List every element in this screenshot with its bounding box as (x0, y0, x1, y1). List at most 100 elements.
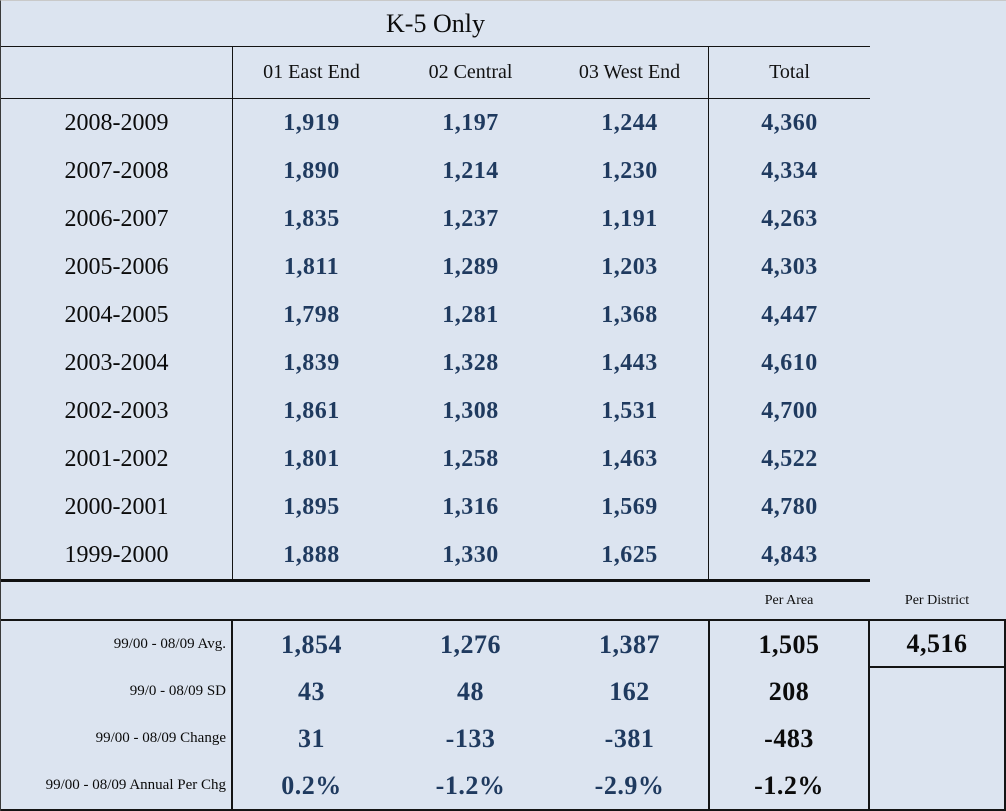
summary-cell-per-district: 4,516 (870, 621, 1004, 668)
summary-row-label: 99/00 - 08/09 Avg. (1, 621, 233, 668)
summary-row: 99/00 - 08/09 Avg. 1,854 1,276 1,387 1,5… (1, 621, 1004, 668)
summary-cell-per-district (870, 715, 1004, 762)
year-label: 2002-2003 (1, 387, 233, 435)
year-label: 2005-2006 (1, 243, 233, 291)
table-title-row: K-5 Only (1, 1, 870, 47)
summary-cell-central: 1,276 (440, 629, 501, 659)
cell-east-end: 1,801 (283, 445, 340, 472)
summary-cell-east-end: 43 (298, 676, 325, 706)
column-header-central: 02 Central (428, 61, 513, 83)
summary-row: 99/00 - 08/09 Change 31 -133 -381 -483 (1, 715, 1004, 762)
year-label: 2001-2002 (1, 435, 233, 483)
column-header-total: Total (708, 47, 870, 98)
cell-west-end: 1,531 (601, 397, 658, 424)
cell-west-end: 1,203 (601, 253, 658, 280)
column-header-west-end: 03 West End (578, 61, 681, 83)
cell-total: 4,610 (708, 339, 870, 387)
summary-cell-per-area: 1,505 (708, 621, 870, 668)
cell-central: 1,308 (442, 397, 499, 424)
summary-row: 99/00 - 08/09 Annual Per Chg 0.2% -1.2% … (1, 762, 1004, 809)
column-header-row: 01 East End 02 Central 03 West End Total (1, 47, 870, 99)
cell-east-end: 1,895 (283, 493, 340, 520)
table-row: 2006-2007 1,835 1,237 1,191 4,263 (1, 195, 870, 243)
cell-total: 4,780 (708, 483, 870, 531)
cell-west-end: 1,368 (601, 301, 658, 328)
cell-total: 4,700 (708, 387, 870, 435)
summary-cell-central: -133 (445, 723, 496, 753)
cell-west-end: 1,463 (601, 445, 658, 472)
table-row: 2005-2006 1,811 1,289 1,203 4,303 (1, 243, 870, 291)
summary-cell-west-end: -2.9% (594, 770, 665, 800)
table-row: 2004-2005 1,798 1,281 1,368 4,447 (1, 291, 870, 339)
year-label: 2007-2008 (1, 147, 233, 195)
cell-west-end: 1,244 (601, 109, 658, 136)
data-rows: 2008-2009 1,919 1,197 1,244 4,360 2007-2… (1, 99, 1006, 579)
summary-row: 99/0 - 08/09 SD 43 48 162 208 (1, 668, 1004, 715)
summary-cell-east-end: 1,854 (281, 629, 342, 659)
cell-west-end: 1,230 (601, 157, 658, 184)
cell-total: 4,263 (708, 195, 870, 243)
summary-row-label: 99/00 - 08/09 Annual Per Chg (1, 762, 233, 809)
column-header-east-end: 01 East End (263, 61, 360, 83)
table-row: 2001-2002 1,801 1,258 1,463 4,522 (1, 435, 870, 483)
year-label: 2003-2004 (1, 339, 233, 387)
cell-total: 4,843 (708, 531, 870, 579)
cell-central: 1,289 (442, 253, 499, 280)
cell-total: 4,447 (708, 291, 870, 339)
summary-cell-east-end: 31 (298, 723, 325, 753)
table-row: 2002-2003 1,861 1,308 1,531 4,700 (1, 387, 870, 435)
summary-cell-per-area: -483 (708, 715, 870, 762)
summary-row-label: 99/00 - 08/09 Change (1, 715, 233, 762)
table-row: 2003-2004 1,839 1,328 1,443 4,610 (1, 339, 870, 387)
cell-east-end: 1,890 (283, 157, 340, 184)
summary-cell-per-area: 208 (708, 668, 870, 715)
cell-east-end: 1,888 (283, 541, 340, 568)
summary-cell-west-end: -381 (604, 723, 655, 753)
cell-east-end: 1,919 (283, 109, 340, 136)
cell-east-end: 1,835 (283, 205, 340, 232)
cell-total: 4,334 (708, 147, 870, 195)
per-district-label: Per District (904, 592, 970, 608)
summary-cell-east-end: 0.2% (281, 770, 342, 800)
cell-west-end: 1,625 (601, 541, 658, 568)
year-label: 2008-2009 (1, 99, 233, 147)
summary-cell-per-district (870, 762, 1004, 809)
summary-cell-per-district (870, 668, 1004, 715)
year-label: 2000-2001 (1, 483, 233, 531)
cell-east-end: 1,861 (283, 397, 340, 424)
table-row: 1999-2000 1,888 1,330 1,625 4,843 (1, 531, 870, 579)
cell-west-end: 1,443 (601, 349, 658, 376)
table-bottom-rule (1, 579, 870, 582)
summary-table: 99/00 - 08/09 Avg. 1,854 1,276 1,387 1,5… (1, 619, 1006, 811)
per-area-label: Per Area (764, 592, 814, 608)
year-label: 2004-2005 (1, 291, 233, 339)
summary-cell-per-area: -1.2% (708, 762, 870, 809)
cell-central: 1,330 (442, 541, 499, 568)
summary-cell-central: 48 (457, 676, 484, 706)
summary-cell-central: -1.2% (435, 770, 506, 800)
cell-central: 1,258 (442, 445, 499, 472)
cell-central: 1,281 (442, 301, 499, 328)
cell-central: 1,328 (442, 349, 499, 376)
year-label: 2006-2007 (1, 195, 233, 243)
cell-west-end: 1,191 (601, 205, 658, 232)
year-label: 1999-2000 (1, 531, 233, 579)
cell-central: 1,237 (442, 205, 499, 232)
row-label-header (1, 47, 233, 98)
table-row: 2008-2009 1,919 1,197 1,244 4,360 (1, 99, 870, 147)
cell-central: 1,214 (442, 157, 499, 184)
table-row: 2000-2001 1,895 1,316 1,569 4,780 (1, 483, 870, 531)
cell-central: 1,197 (442, 109, 499, 136)
summary-cell-west-end: 1,387 (599, 629, 660, 659)
table-row: 2007-2008 1,890 1,214 1,230 4,334 (1, 147, 870, 195)
cell-east-end: 1,798 (283, 301, 340, 328)
summary-row-label: 99/0 - 08/09 SD (1, 668, 233, 715)
cell-central: 1,316 (442, 493, 499, 520)
cell-east-end: 1,839 (283, 349, 340, 376)
cell-total: 4,303 (708, 243, 870, 291)
summary-cell-west-end: 162 (609, 676, 650, 706)
summary-column-labels: Per Area Per District (1, 582, 1004, 619)
cell-total: 4,522 (708, 435, 870, 483)
cell-east-end: 1,811 (283, 253, 340, 280)
